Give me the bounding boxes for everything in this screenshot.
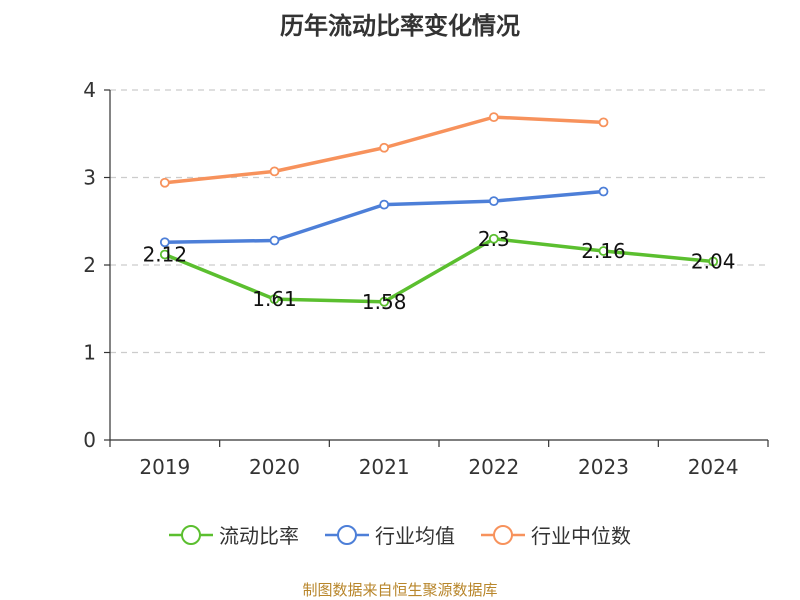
x-tick-label: 2019 xyxy=(139,455,190,479)
y-tick-label: 1 xyxy=(83,341,96,365)
data-point xyxy=(379,296,390,307)
data-label: 2.3 xyxy=(478,227,510,251)
y-tick-label: 4 xyxy=(83,78,96,102)
series-line xyxy=(164,189,604,244)
data-label: 1.58 xyxy=(362,290,407,314)
data-point xyxy=(269,235,280,246)
data-point xyxy=(269,166,280,177)
legend-swatch-marker xyxy=(493,524,513,545)
source-note: 制图数据来自恒生聚源数据库 xyxy=(302,581,498,599)
x-tick-label: 2022 xyxy=(468,455,519,479)
data-point xyxy=(159,237,170,248)
data-label: 1.61 xyxy=(252,287,297,311)
legend-label: 流动比率 xyxy=(219,524,299,548)
y-tick-label: 0 xyxy=(83,428,96,452)
legend-label: 行业中位数 xyxy=(531,524,631,548)
legend-item[interactable]: 行业均值 xyxy=(325,520,455,549)
x-tick-label: 2020 xyxy=(249,455,300,479)
legend: 流动比率 行业均值 行业中位数 xyxy=(0,520,800,549)
data-point xyxy=(379,199,390,210)
data-label: 2.16 xyxy=(581,239,626,263)
data-point xyxy=(269,294,280,305)
legend-item[interactable]: 行业中位数 xyxy=(481,520,631,549)
data-point xyxy=(488,233,499,244)
data-point xyxy=(159,177,170,188)
y-tick-label: 2 xyxy=(83,253,96,277)
series-lines xyxy=(159,112,719,307)
data-label: 2.12 xyxy=(143,243,188,267)
series-line xyxy=(164,237,714,304)
legend-swatch-icon xyxy=(169,524,213,545)
legend-item[interactable]: 流动比率 xyxy=(169,520,299,549)
y-tick-label: 3 xyxy=(83,166,96,190)
legend-swatch-icon xyxy=(481,524,525,545)
x-tick-label: 2021 xyxy=(359,455,410,479)
data-point xyxy=(488,196,499,207)
legend-swatch-icon xyxy=(325,524,369,545)
gridlines xyxy=(110,89,768,354)
legend-label: 行业均值 xyxy=(375,524,455,548)
data-point xyxy=(598,246,609,256)
data-label: 2.04 xyxy=(691,250,736,274)
x-tick-label: 2023 xyxy=(578,455,629,479)
legend-swatch-marker xyxy=(337,524,357,545)
data-point xyxy=(379,142,390,153)
data-point xyxy=(488,112,499,123)
data-point xyxy=(159,249,170,260)
data-point xyxy=(598,186,609,197)
data-labels: 2.12 1.61 1.58 2.3 2.16 2.04 xyxy=(143,227,736,314)
data-point xyxy=(708,256,719,267)
x-tick-label: 2024 xyxy=(688,455,739,479)
data-point xyxy=(598,117,609,128)
axes: 0 1 2 3 4 2019 2020 2021 2022 2023 2024 xyxy=(83,78,769,479)
chart-title: 历年流动比率变化情况 xyxy=(280,12,520,40)
legend-swatch-marker xyxy=(181,524,201,545)
